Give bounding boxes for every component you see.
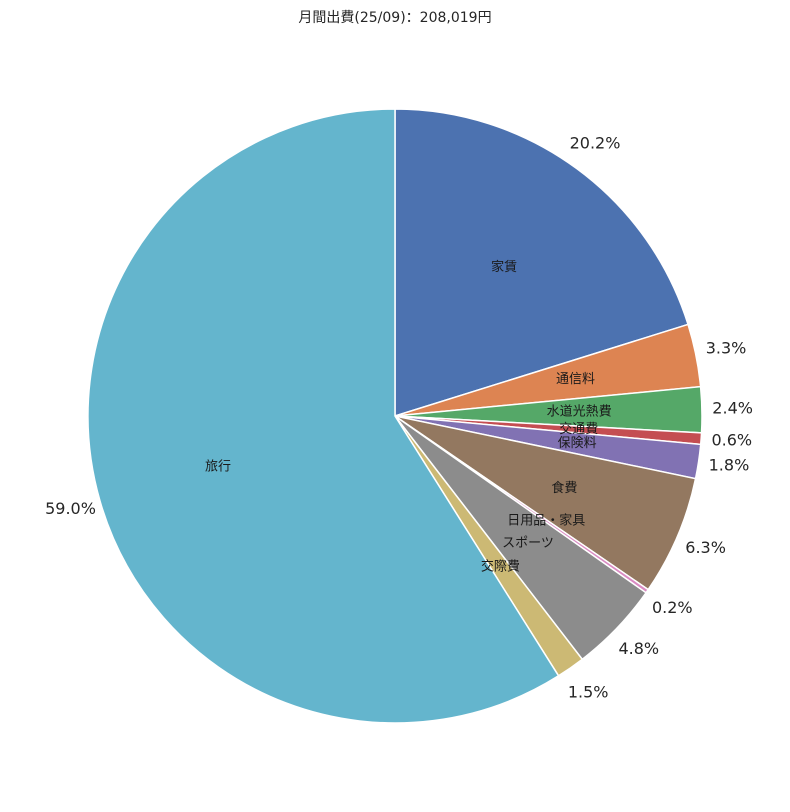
slice-percent-label: 1.5% [568, 683, 609, 702]
slice-category-label: 家賃 [491, 259, 517, 275]
chart-title: 月間出費(25/09)：208,019円 [298, 10, 491, 26]
pie-slice-9 [87, 108, 560, 724]
slice-percent-label: 6.3% [685, 538, 726, 557]
pie-slice-0 [394, 108, 689, 418]
slice-percent-label: 20.2% [570, 133, 621, 152]
slice-category-label: 通信料 [556, 372, 595, 387]
slice-percent-label: 3.3% [706, 339, 747, 358]
pie-slices [87, 108, 703, 724]
percent-labels: 20.2% 3.3% 2.4% 0.6% 1.8% 6.3% 0.2% 4.8% 1.5% 59.… [45, 133, 753, 701]
slice-category-label: 旅行 [205, 460, 231, 475]
slice-percent-label: 0.2% [652, 598, 693, 617]
slice-percent-label: 4.8% [618, 639, 659, 658]
pie-slice-5 [394, 415, 697, 591]
slice-percent-label: 1.8% [709, 456, 750, 475]
slice-category-label: 食費 [551, 480, 577, 496]
slice-category-label: 交際費 [481, 559, 520, 575]
slice-percent-label: 0.6% [711, 430, 752, 449]
slice-category-label: 水道光熱費 [547, 405, 612, 420]
slice-category-label: 保険料 [558, 436, 597, 451]
slice-category-label: 交通費 [559, 421, 598, 437]
slice-percent-label: 59.0% [45, 499, 96, 518]
slice-percent-label: 2.4% [712, 399, 753, 418]
slice-category-label: スポーツ [502, 536, 554, 551]
slice-category-label: 日用品・家具 [507, 513, 585, 529]
